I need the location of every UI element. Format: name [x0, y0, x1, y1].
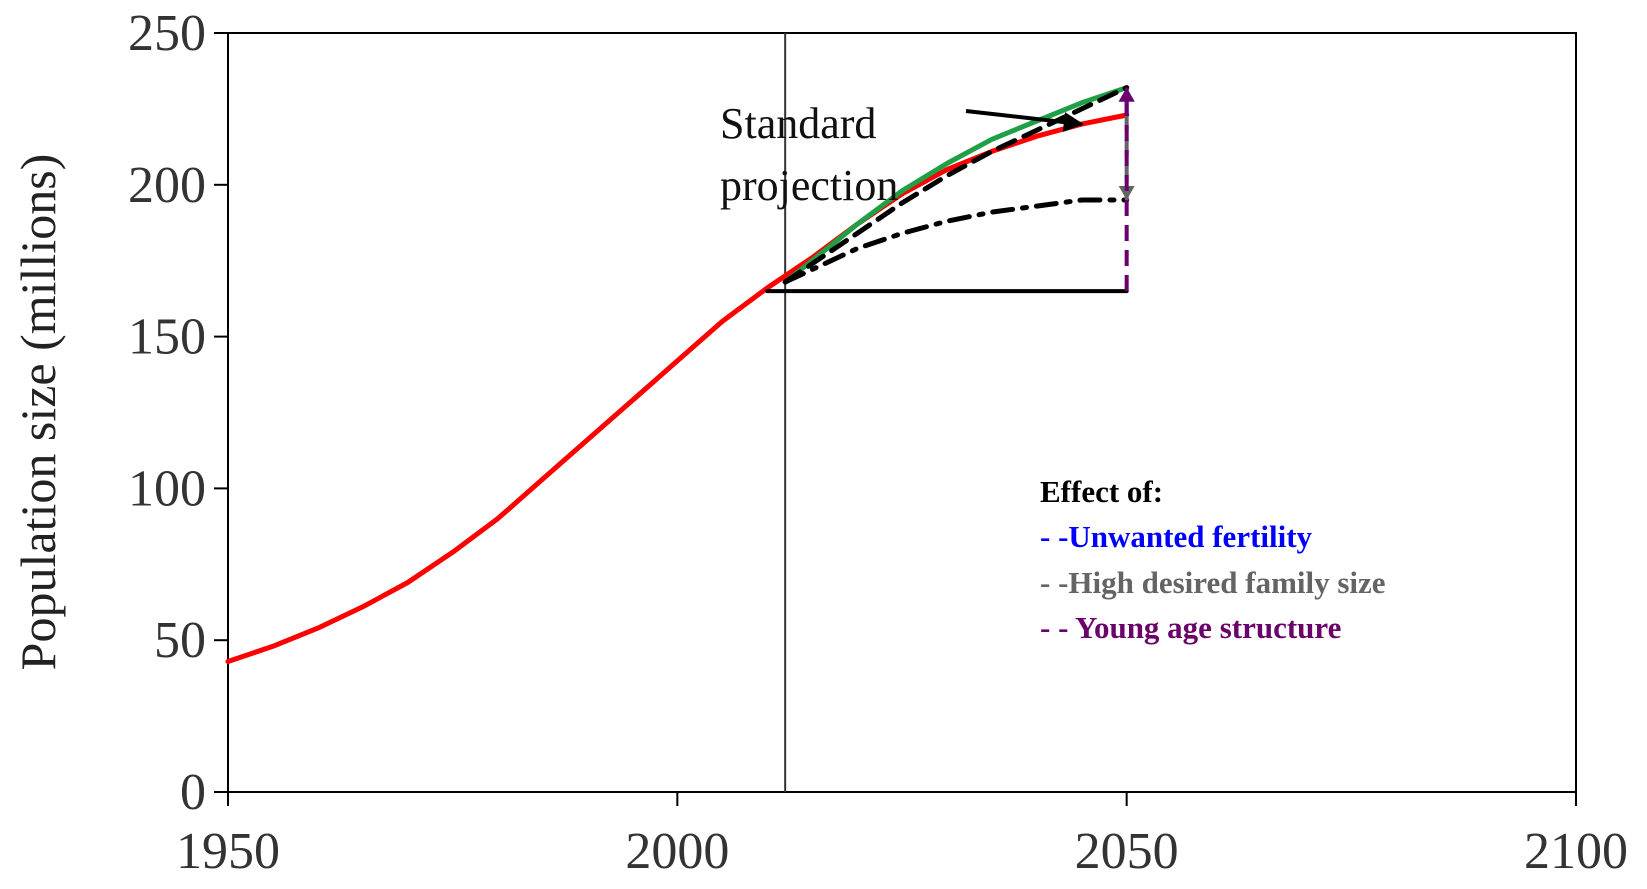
legend-label: Unwanted fertility — [1068, 519, 1312, 554]
series-line-green-solid — [782, 85, 1130, 285]
series-layer — [225, 85, 1130, 664]
legend-marker: - - — [1040, 565, 1068, 600]
annotation-arrow — [965, 109, 1084, 132]
legend-label: Young age structure — [1075, 610, 1341, 645]
x-tick-label: 2000 — [625, 823, 729, 880]
x-axis: 1950 2000 2050 2100 — [176, 792, 1628, 880]
legend-marker: - - — [1040, 610, 1075, 645]
legend-marker: - - — [1040, 519, 1068, 554]
series-line-black-dash-dot — [782, 197, 1130, 285]
plot-frame — [227, 32, 1577, 793]
y-tick-label: 50 — [154, 612, 206, 669]
legend-entry-young-age-structure: - - Young age structure — [1040, 610, 1341, 645]
y-tick-label: 150 — [128, 309, 206, 366]
annotation-line-1: Standard — [720, 99, 876, 148]
y-tick-label: 200 — [128, 157, 206, 214]
legend-entry-unwanted-fertility: - -Unwanted fertility — [1040, 519, 1313, 554]
y-tick-label: 0 — [180, 764, 206, 821]
y-axis-title: Population size (millions) — [10, 154, 66, 671]
legend-entry-high-desired-family-size: - -High desired family size — [1040, 565, 1386, 600]
legend: Effect of: - -Unwanted fertility - -High… — [1040, 474, 1386, 645]
x-tick-label: 2050 — [1075, 823, 1179, 880]
y-tick-label: 100 — [128, 460, 206, 517]
effect-arrowhead-purple — [1118, 87, 1135, 102]
effect-arrows — [1118, 87, 1135, 292]
effect-arrowhead-gray — [1118, 185, 1135, 200]
legend-label: High desired family size — [1068, 565, 1385, 600]
standard-projection-annotation: Standard projection — [720, 99, 1084, 210]
series-line-red-solid — [225, 112, 1130, 664]
x-tick-label: 2100 — [1524, 823, 1628, 880]
y-tick-label: 250 — [128, 5, 206, 62]
x-tick-label: 1950 — [176, 823, 280, 880]
annotation-line-2: projection — [720, 161, 898, 210]
legend-title: Effect of: — [1040, 474, 1163, 509]
y-axis: 0 50 100 150 200 250 — [128, 5, 228, 821]
